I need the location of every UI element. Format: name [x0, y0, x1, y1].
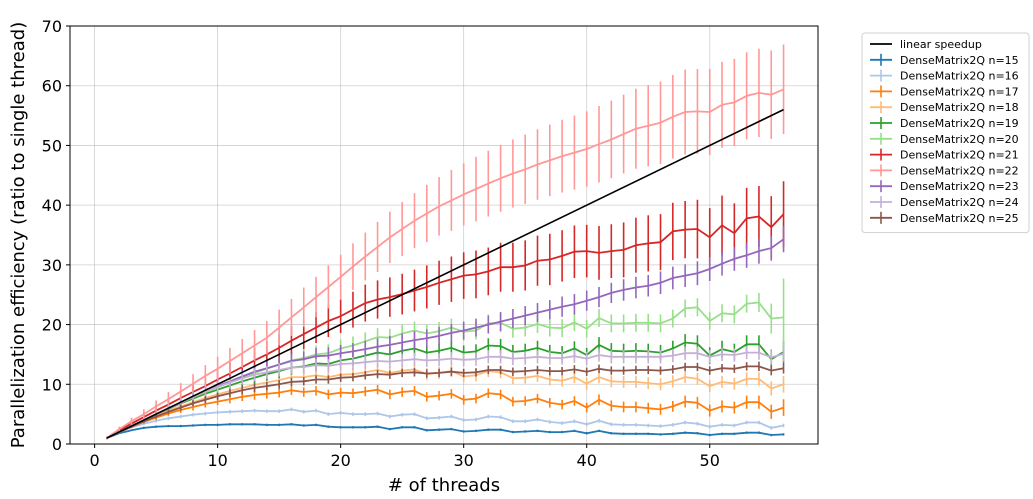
- y-tick-label: 0: [52, 435, 62, 454]
- legend-label: DenseMatrix2Q n=25: [900, 212, 1019, 225]
- series-line: [106, 423, 784, 439]
- legend-label: DenseMatrix2Q n=20: [900, 133, 1019, 146]
- legend-box: [861, 32, 1030, 234]
- legend-label: DenseMatrix2Q n=18: [900, 101, 1019, 114]
- y-tick-label: 50: [42, 136, 62, 155]
- x-tick-label: 10: [207, 451, 227, 470]
- series-8: [106, 44, 785, 440]
- x-tick-label: 50: [700, 451, 720, 470]
- axis-ticks: 0 10 20 30 40 50 0 10 20 30 40 50 60 70: [42, 17, 720, 470]
- linear-speedup-line: [106, 108, 784, 439]
- series-9: [106, 226, 785, 439]
- x-tick-label: 0: [90, 451, 100, 470]
- series-line: [106, 408, 784, 439]
- y-tick-label: 30: [42, 256, 62, 275]
- legend-label: DenseMatrix2Q n=17: [900, 85, 1019, 98]
- series-11: [106, 361, 785, 439]
- series-2: [106, 407, 785, 439]
- x-tick-label: 20: [330, 451, 350, 470]
- legend-label: DenseMatrix2Q n=15: [900, 54, 1019, 67]
- y-tick-label: 60: [42, 77, 62, 96]
- legend-label: DenseMatrix2Q n=23: [900, 180, 1019, 193]
- y-tick-label: 40: [42, 196, 62, 215]
- x-tick-label: 40: [577, 451, 597, 470]
- legend-label: linear speedup: [900, 38, 982, 51]
- series-1: [106, 423, 785, 439]
- series-line: [106, 365, 784, 439]
- legend-label: DenseMatrix2Q n=24: [900, 196, 1019, 209]
- series-line: [106, 238, 785, 439]
- y-tick-label: 20: [42, 316, 62, 335]
- series-line: [106, 388, 784, 439]
- plot-frame: [69, 25, 819, 445]
- legend-label: DenseMatrix2Q n=19: [900, 117, 1019, 130]
- x-tick-label: 30: [454, 451, 474, 470]
- legend: linear speedup DenseMatrix2Q n=15 DenseMat…: [861, 32, 1030, 234]
- y-tick-label: 70: [42, 17, 62, 36]
- y-tick-label: 10: [42, 375, 62, 394]
- series-line: [106, 341, 785, 439]
- x-axis-label: # of threads: [388, 475, 500, 496]
- legend-label: DenseMatrix2Q n=22: [900, 164, 1019, 177]
- legend-label: DenseMatrix2Q n=21: [900, 149, 1019, 162]
- series-line: [106, 88, 784, 439]
- series-line: [106, 351, 784, 439]
- series-line: [106, 213, 785, 439]
- legend-label: DenseMatrix2Q n=16: [900, 70, 1019, 83]
- y-axis-label: Parallelization efficiency (ratio to sin…: [8, 22, 29, 448]
- series-layer: [106, 44, 785, 440]
